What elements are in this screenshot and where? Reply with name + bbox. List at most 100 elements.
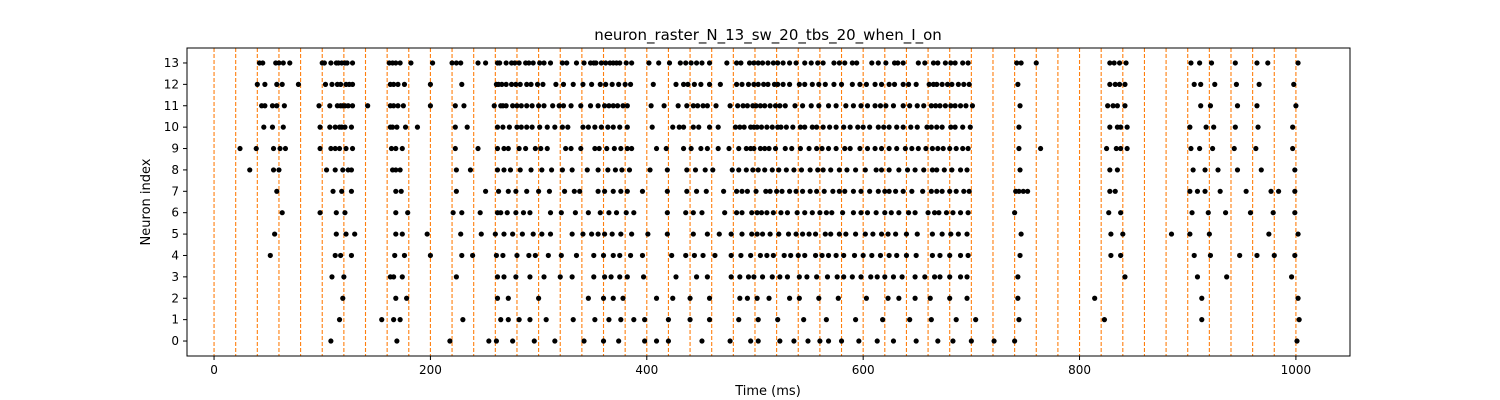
spike-point bbox=[713, 103, 719, 109]
spike-point bbox=[793, 188, 799, 194]
spike-point bbox=[1187, 188, 1193, 194]
spike-point bbox=[560, 103, 567, 109]
spike-point bbox=[610, 252, 616, 259]
spike-point bbox=[1110, 103, 1116, 109]
spike-point bbox=[528, 167, 534, 173]
spike-point bbox=[589, 231, 595, 237]
spike-point bbox=[966, 188, 972, 194]
spike-point bbox=[833, 124, 839, 130]
spike-point bbox=[592, 317, 598, 323]
spike-point bbox=[1012, 210, 1018, 216]
spike-point bbox=[783, 124, 789, 130]
spike-point bbox=[349, 60, 356, 66]
spike-point bbox=[1194, 188, 1201, 194]
spike-point bbox=[912, 274, 918, 280]
spike-point bbox=[348, 188, 355, 194]
y-tick-label: 2 bbox=[171, 291, 179, 305]
spike-point bbox=[939, 188, 945, 194]
spike-point bbox=[546, 188, 553, 194]
spike-point bbox=[270, 167, 277, 173]
spike-point bbox=[593, 60, 599, 66]
spike-point bbox=[510, 338, 516, 344]
spike-point bbox=[683, 210, 689, 216]
spike-point bbox=[493, 338, 500, 344]
spike-point bbox=[1191, 252, 1197, 259]
spike-point bbox=[1215, 167, 1221, 173]
spike-point bbox=[936, 210, 942, 216]
spike-point bbox=[841, 252, 847, 259]
spike-point bbox=[348, 167, 355, 173]
spike-point bbox=[1092, 295, 1098, 301]
spike-point bbox=[939, 124, 945, 130]
spike-point bbox=[751, 60, 757, 66]
spike-point bbox=[761, 81, 767, 87]
spike-point bbox=[744, 295, 751, 301]
spike-point bbox=[397, 167, 403, 173]
x-tick-label: 200 bbox=[419, 363, 442, 377]
spike-point bbox=[329, 81, 335, 87]
spike-point bbox=[450, 210, 456, 216]
spike-point bbox=[755, 338, 761, 344]
spike-point bbox=[317, 145, 323, 152]
spike-point bbox=[942, 60, 948, 66]
spike-point bbox=[547, 60, 554, 66]
spike-point bbox=[749, 210, 755, 216]
spike-point bbox=[269, 124, 276, 130]
spike-point bbox=[581, 338, 587, 344]
spike-point bbox=[699, 210, 705, 216]
spike-point bbox=[1198, 81, 1204, 87]
spike-point bbox=[1270, 210, 1276, 216]
spike-point bbox=[736, 145, 742, 152]
spike-point bbox=[947, 274, 953, 280]
spike-point bbox=[775, 60, 781, 66]
spike-point bbox=[693, 60, 700, 66]
spike-point bbox=[1118, 124, 1124, 130]
spike-point bbox=[934, 167, 940, 173]
spike-point bbox=[882, 274, 888, 280]
spike-point bbox=[577, 188, 583, 194]
spike-point bbox=[616, 338, 622, 344]
spike-point bbox=[393, 167, 399, 173]
spike-point bbox=[788, 252, 794, 259]
spike-point bbox=[1290, 124, 1296, 130]
spike-point bbox=[1265, 60, 1271, 66]
spike-point bbox=[772, 145, 779, 152]
spike-point bbox=[960, 145, 966, 152]
spike-point bbox=[514, 103, 520, 109]
spike-point bbox=[1106, 210, 1112, 216]
spike-point bbox=[829, 210, 835, 216]
spike-point bbox=[1116, 81, 1123, 87]
spike-point bbox=[738, 252, 744, 259]
spike-point bbox=[518, 103, 524, 109]
spike-point bbox=[598, 124, 604, 130]
spike-point bbox=[504, 210, 510, 216]
spike-point bbox=[623, 210, 629, 216]
spike-point bbox=[717, 81, 723, 87]
spike-point bbox=[890, 103, 897, 109]
spike-point bbox=[452, 124, 458, 130]
spike-point bbox=[782, 145, 788, 152]
spike-point bbox=[537, 60, 543, 66]
spike-point bbox=[253, 145, 259, 152]
spike-point bbox=[279, 210, 285, 216]
spike-point bbox=[751, 274, 757, 280]
spike-point bbox=[833, 252, 839, 259]
spike-point bbox=[841, 274, 847, 280]
y-tick-label: 11 bbox=[164, 99, 179, 113]
spike-point bbox=[329, 274, 335, 280]
spike-point bbox=[610, 188, 616, 194]
spike-point bbox=[276, 60, 282, 66]
spike-point bbox=[834, 274, 840, 280]
spike-point bbox=[517, 167, 523, 173]
spike-point bbox=[881, 124, 887, 130]
spike-point bbox=[276, 167, 282, 173]
spike-point bbox=[912, 210, 918, 216]
spike-point bbox=[393, 145, 399, 152]
spike-point bbox=[647, 167, 653, 173]
spike-point bbox=[404, 295, 410, 301]
spike-point bbox=[388, 145, 395, 152]
spike-point bbox=[737, 274, 743, 280]
spike-point bbox=[944, 81, 951, 87]
spike-point bbox=[514, 252, 520, 259]
spike-point bbox=[906, 81, 912, 87]
